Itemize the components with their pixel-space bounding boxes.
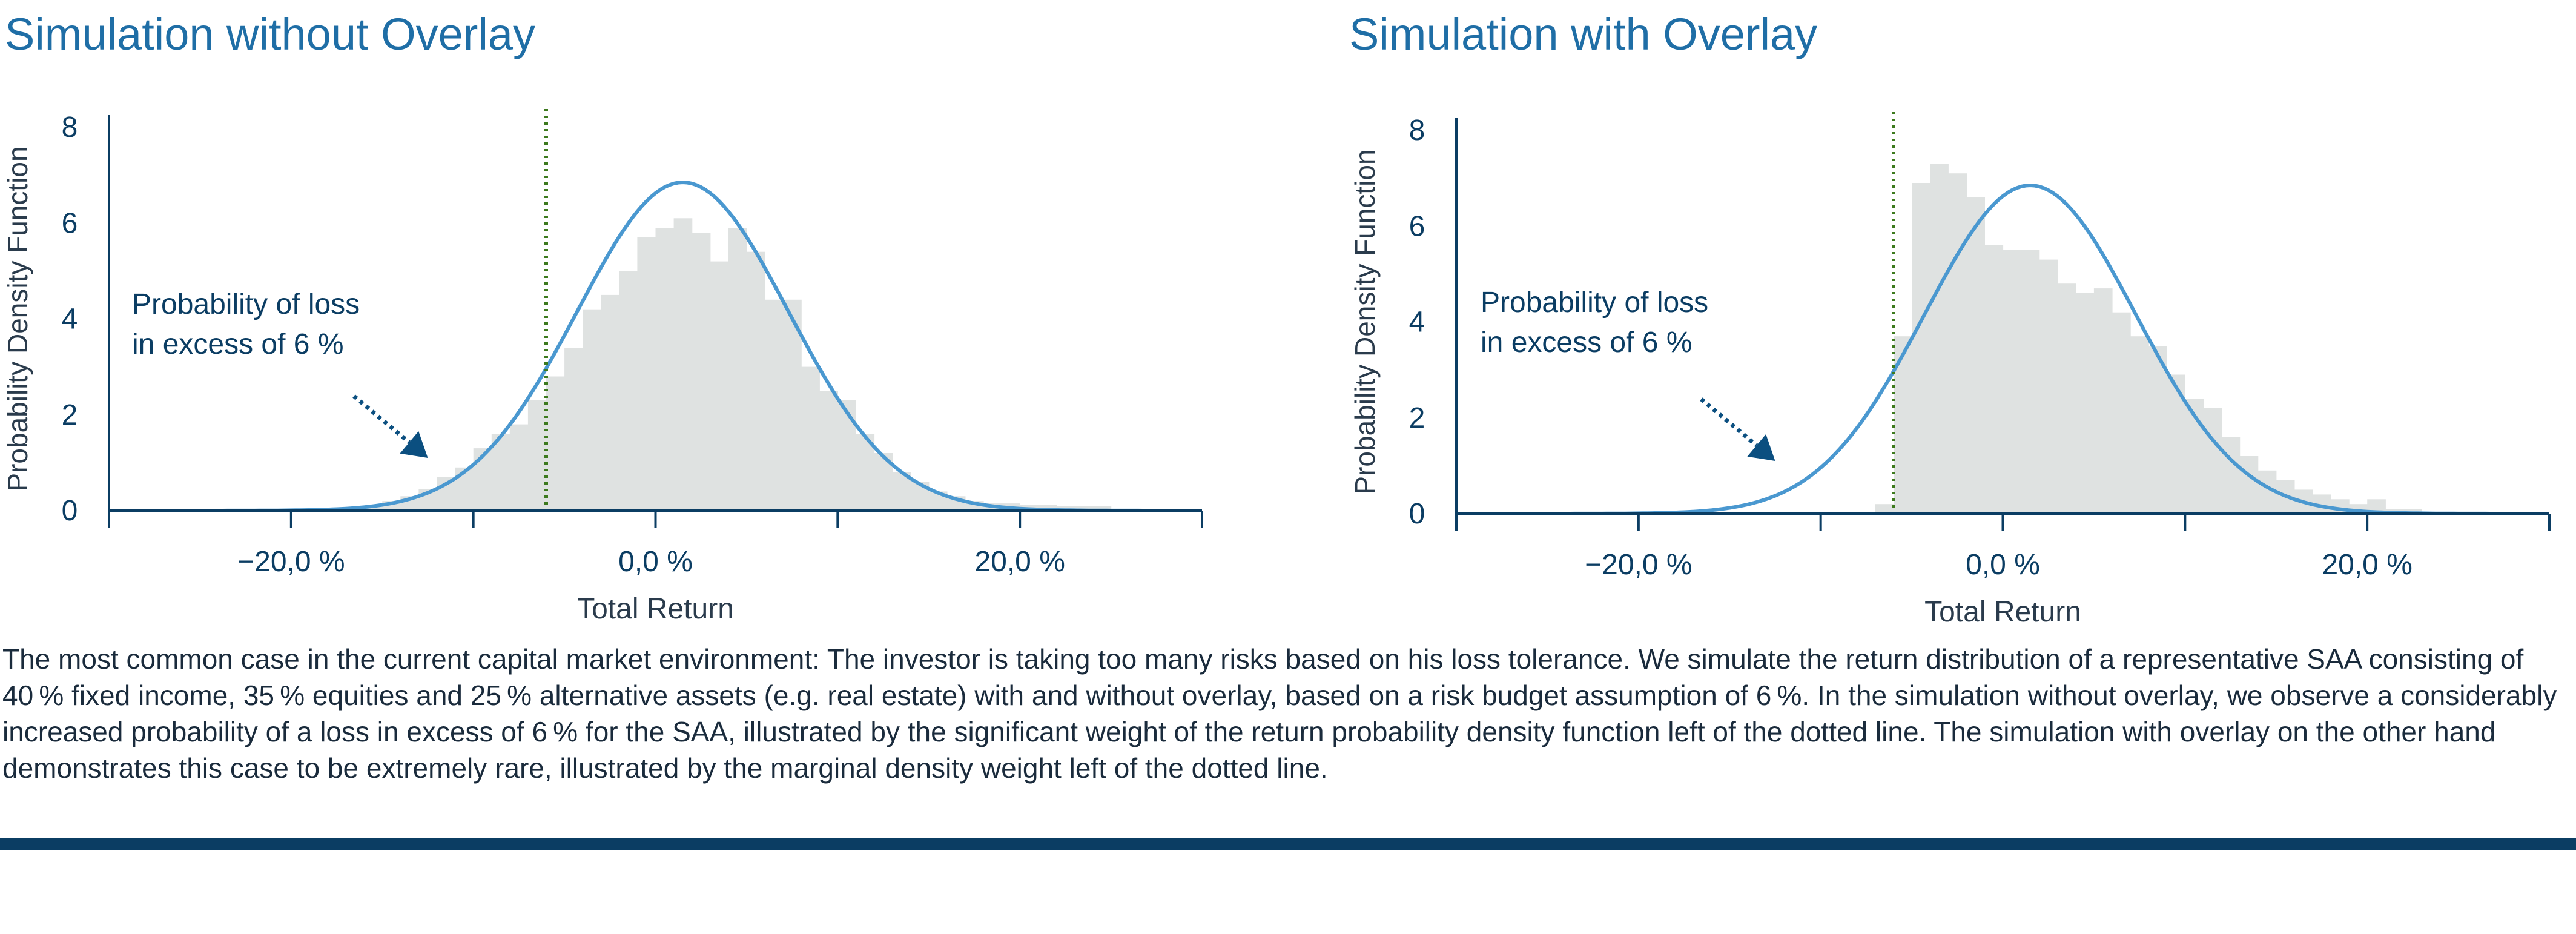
histogram-bar xyxy=(546,376,565,511)
histogram-bar xyxy=(601,294,619,511)
histogram-bar xyxy=(710,261,729,511)
annotation-text: Probability of loss xyxy=(1481,286,1708,319)
histogram-bar xyxy=(1912,183,1930,514)
histogram-bar xyxy=(673,218,693,511)
histogram-bar xyxy=(2021,250,2040,514)
y-tick-label: 0 xyxy=(1409,498,1425,530)
histogram-bar xyxy=(583,309,601,511)
histogram-bar xyxy=(364,506,383,511)
annotation-text: Probability of loss xyxy=(132,288,360,320)
y-tick-label: 8 xyxy=(62,111,78,144)
figure-caption: The most common case in the current capi… xyxy=(2,643,2557,784)
density-chart-without-overlay: −20,0 % 0,0 % 20,0 % 0 2 4 6 8 Total Return Proba… xyxy=(2,109,1203,625)
y-tick-label: 4 xyxy=(62,303,78,336)
histogram-bar xyxy=(473,448,492,511)
histogram-bar xyxy=(1948,173,1967,514)
y-tick-label: 8 xyxy=(1409,114,1425,147)
histogram-bar xyxy=(1984,245,2004,514)
annotation-text: in excess of 6 % xyxy=(132,328,344,360)
histogram-bar xyxy=(801,366,820,511)
histogram-bar xyxy=(819,391,838,511)
histogram-bar xyxy=(2003,250,2022,514)
histogram-bar xyxy=(619,271,638,511)
histogram-bar xyxy=(527,400,547,511)
density-chart-with-overlay: −20,0 % 0,0 % 20,0 % 0 2 4 6 8 Total Return Proba… xyxy=(1349,112,2551,628)
histogram-bar xyxy=(491,434,510,511)
y-tick-label: 6 xyxy=(62,207,78,239)
histogram-bar xyxy=(2221,437,2241,514)
x-tick-label: 20,0 % xyxy=(2322,549,2412,581)
histogram-bar xyxy=(2057,283,2076,514)
y-tick-label: 4 xyxy=(1409,306,1425,339)
footer-divider xyxy=(0,838,2576,850)
histogram-bar xyxy=(837,400,856,511)
histogram-bar xyxy=(783,299,802,511)
annotation-text: in excess of 6 % xyxy=(1481,326,1693,359)
histogram-bar xyxy=(2148,346,2167,514)
histogram-bar xyxy=(1930,164,1949,514)
chart-panel-without-overlay: Simulation without Overlay −20,0 % 0,0 % 2… xyxy=(0,0,1272,630)
annotation-arrow-head xyxy=(400,431,428,458)
y-tick-label: 0 xyxy=(62,495,78,527)
histogram-bar xyxy=(765,299,784,511)
histogram-bar xyxy=(637,237,656,511)
y-axis-title: Probability Density Function xyxy=(1349,149,1381,494)
histogram-bar xyxy=(2039,259,2058,514)
histogram-bar xyxy=(2075,293,2095,514)
annotation-arrow-head xyxy=(1747,434,1775,461)
y-tick-label: 2 xyxy=(62,399,78,431)
chart-panel-with-overlay: Simulation with Overlay −20,0 % 0,0 % 20,0… xyxy=(1344,0,2576,630)
y-tick-label: 6 xyxy=(1409,210,1425,242)
histogram-bar xyxy=(2239,456,2259,514)
histogram-bar xyxy=(2403,509,2422,514)
histogram-bar xyxy=(1966,197,1985,514)
histogram-bar xyxy=(2367,499,2386,514)
annotation-arrow-shaft xyxy=(1700,397,1759,447)
histogram-bar xyxy=(746,251,765,511)
annotation-arrow-shaft xyxy=(352,394,411,444)
histogram-bar xyxy=(655,228,675,511)
histogram-bar xyxy=(2093,288,2113,514)
histogram-bar xyxy=(2130,336,2149,514)
x-tick-label: 20,0 % xyxy=(974,546,1065,578)
x-tick-label: −20,0 % xyxy=(237,546,345,578)
histogram-bar xyxy=(1056,506,1075,511)
histogram-bar xyxy=(692,233,711,511)
x-tick-label: −20,0 % xyxy=(1585,549,1692,581)
chart-title: Simulation without Overlay xyxy=(5,9,536,59)
histogram-bar xyxy=(1038,505,1057,511)
y-tick-label: 2 xyxy=(1409,402,1425,434)
histogram-bar xyxy=(856,434,875,511)
histogram-bar xyxy=(564,348,583,511)
chart-title: Simulation with Overlay xyxy=(1349,9,1818,59)
x-axis-title: Total Return xyxy=(1924,596,2081,628)
histogram-bar xyxy=(728,228,747,511)
x-axis-title: Total Return xyxy=(577,593,734,625)
histogram-bar xyxy=(2203,408,2222,514)
histogram-bar xyxy=(1092,506,1112,511)
x-tick-label: 0,0 % xyxy=(1966,549,2040,581)
x-tick-label: 0,0 % xyxy=(618,546,693,578)
y-axis-title: Probability Density Function xyxy=(2,146,33,491)
histogram-bar xyxy=(2112,312,2131,514)
histogram-bar xyxy=(1074,506,1094,511)
histogram-bar xyxy=(509,424,529,511)
histogram-bar xyxy=(1875,504,1894,514)
